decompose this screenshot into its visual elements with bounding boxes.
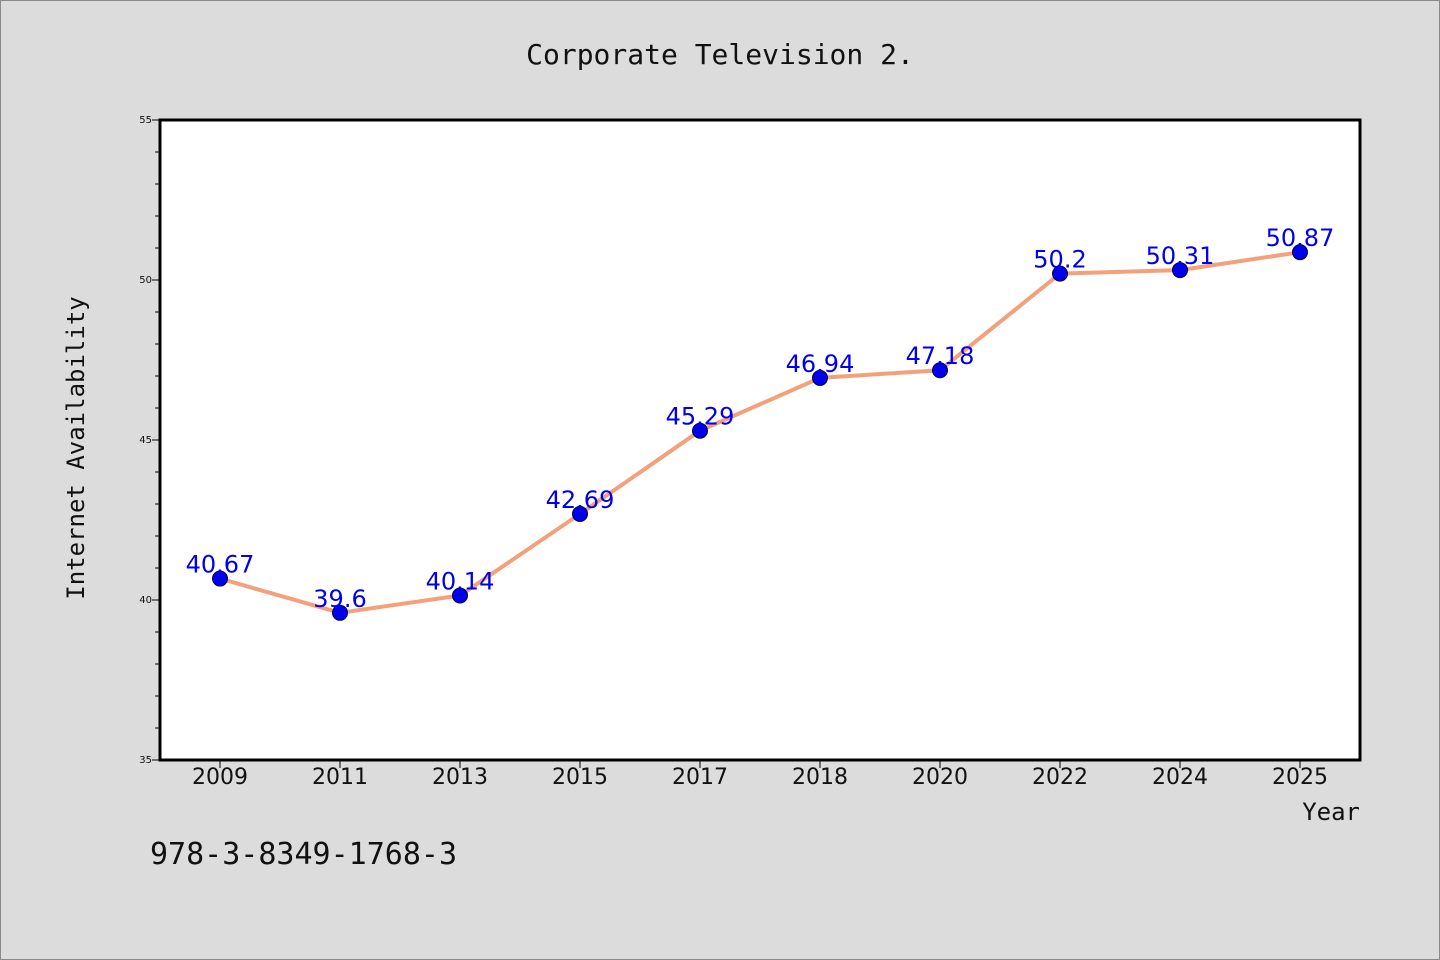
x-tick-label: 2009 [192,765,248,790]
data-point [332,604,348,621]
data-label: 39.6 [313,585,366,613]
x-tick-label: 2024 [1152,765,1208,790]
y-tick-label: 45 [139,435,152,446]
y-tick-label: 55 [139,115,152,126]
data-point [692,422,708,439]
plot-area [160,120,1360,760]
data-point [1172,262,1188,279]
y-tick-label: 40 [139,595,152,606]
data-label: 40.67 [186,551,255,579]
x-tick-label: 2022 [1032,765,1088,790]
x-tick-label: 2018 [792,765,848,790]
data-point [212,570,228,587]
x-tick-label: 2011 [312,765,368,790]
data-label: 47.18 [906,342,975,370]
isbn-label: 978-3-8349-1768-3 [150,837,457,872]
x-tick-label: 2015 [552,765,608,790]
data-point [1052,265,1068,282]
y-tick-label: 35 [139,755,152,766]
data-point [452,587,468,604]
x-tick-label: 2013 [432,765,488,790]
x-axis: 2009 2011 2013 2015 2017 2018 2020 2022 2024 2025 [192,760,1328,790]
y-axis-title: Internet Availability [62,296,90,599]
data-label: 45.29 [666,403,735,431]
y-tick-label: 50 [139,275,152,286]
x-tick-label: 2017 [672,765,728,790]
plot-border [158,118,1362,762]
data-label: 42.69 [546,486,615,514]
data-point [932,362,948,379]
series-line [219,250,1301,615]
x-tick-label: 2020 [912,765,968,790]
data-labels: 40.67 39.6 40.14 42.69 45.29 46.94 47.18 50.2 50… [186,224,1335,613]
series-markers [212,244,1308,621]
y-axis: 35 40 45 50 55 [139,115,160,766]
x-axis-title: Year [1302,798,1360,826]
data-point [812,369,828,386]
x-tick-label: 2025 [1272,765,1328,790]
data-label: 50.2 [1033,246,1086,274]
data-label: 40.14 [426,568,495,596]
data-point [1292,244,1308,261]
data-label: 50.87 [1266,224,1335,252]
chart-title: Corporate Television 2. [526,38,914,71]
data-label: 50.31 [1146,242,1215,270]
data-point [572,505,588,522]
data-label: 46.94 [786,350,855,378]
